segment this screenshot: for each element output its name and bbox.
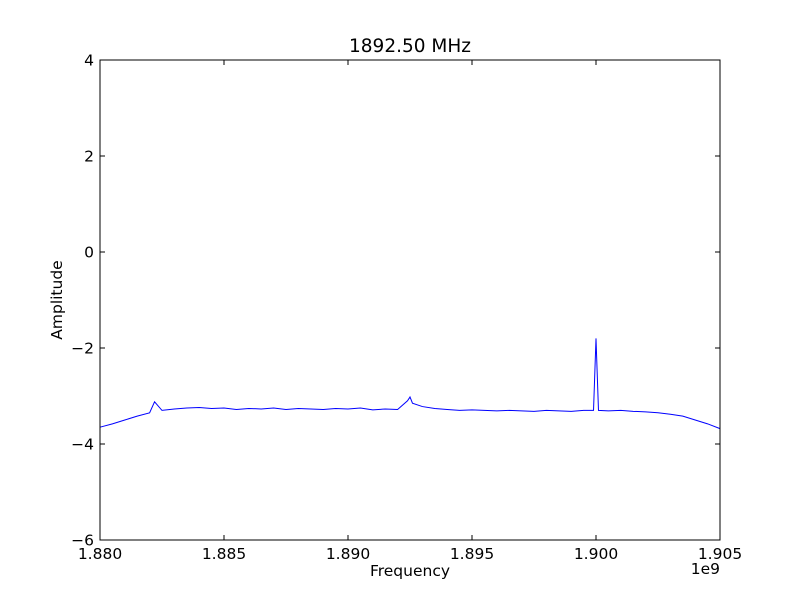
x-axis-label: Frequency	[370, 562, 450, 580]
x-tick-label: 1.895	[450, 545, 494, 563]
y-axis-label: Amplitude	[48, 260, 66, 339]
x-tick-label: 1.900	[574, 545, 618, 563]
y-tick-label: −6	[71, 532, 94, 550]
plot-frame	[99, 59, 721, 541]
y-tick-label: 0	[84, 244, 94, 262]
x-offset-label: 1e9	[691, 560, 720, 578]
x-tick-label: 1.885	[202, 545, 246, 563]
y-tick-label: −2	[71, 340, 94, 358]
y-tick-label: −4	[71, 436, 94, 454]
y-tick-label: 4	[84, 52, 94, 70]
x-tick-label: 1.905	[698, 545, 742, 563]
x-tick-label: 1.890	[326, 545, 370, 563]
series-line	[99, 338, 721, 430]
y-tick-label: 2	[84, 148, 94, 166]
x-axis: 1.880 1.885 1.890 1.895 1.900 1.905	[78, 60, 742, 563]
y-axis: 4 2 0 −2 −4 −6	[71, 52, 720, 550]
x-tick-label: 1.880	[78, 545, 122, 563]
chart-title: 1892.50 MHz	[349, 36, 471, 57]
plot-area	[99, 59, 721, 541]
